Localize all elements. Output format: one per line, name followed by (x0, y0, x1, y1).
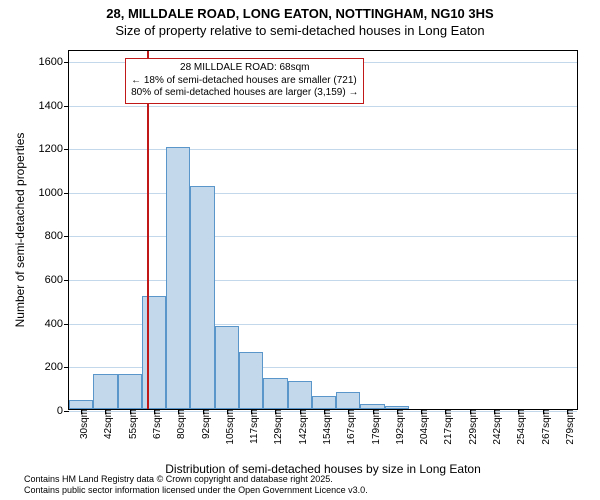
xtick-label: 192sqm (393, 409, 406, 445)
ytick-label: 0 (57, 405, 69, 417)
histogram-bar (215, 326, 239, 409)
xtick-label: 30sqm (77, 409, 90, 439)
annotation-box: 28 MILLDALE ROAD: 68sqm← 18% of semi-det… (125, 58, 364, 104)
annotation-line: 80% of semi-detached houses are larger (… (131, 87, 358, 100)
histogram-bar (288, 381, 312, 409)
xtick-label: 179sqm (369, 409, 382, 445)
xtick-label: 217sqm (441, 409, 454, 445)
xtick-label: 105sqm (223, 409, 236, 445)
xtick-label: 254sqm (514, 409, 527, 445)
footer-line2: Contains public sector information licen… (24, 485, 368, 496)
ytick-label: 1400 (39, 100, 69, 112)
footer-attribution: Contains HM Land Registry data © Crown c… (0, 474, 368, 497)
histogram-bar (190, 186, 214, 409)
gridline (69, 106, 577, 107)
ytick-label: 1600 (39, 56, 69, 68)
ytick-label: 800 (45, 230, 69, 242)
y-axis-label: Number of semi-detached properties (13, 133, 27, 328)
histogram-bar (239, 352, 263, 409)
histogram-bar (93, 374, 117, 409)
xtick-label: 67sqm (150, 409, 163, 439)
xtick-label: 167sqm (344, 409, 357, 445)
gridline (69, 149, 577, 150)
xtick-label: 267sqm (539, 409, 552, 445)
xtick-label: 92sqm (199, 409, 212, 439)
gridline (69, 280, 577, 281)
property-marker-line (147, 51, 149, 409)
gridline (69, 236, 577, 237)
histogram-bar (142, 296, 166, 409)
histogram-bar (166, 147, 190, 409)
plot-area: 0200400600800100012001400160030sqm42sqm5… (68, 50, 578, 410)
footer-line1: Contains HM Land Registry data © Crown c… (24, 474, 368, 485)
ytick-label: 1200 (39, 143, 69, 155)
xtick-label: 279sqm (563, 409, 576, 445)
ytick-label: 400 (45, 318, 69, 330)
xtick-label: 142sqm (296, 409, 309, 445)
xtick-label: 204sqm (417, 409, 430, 445)
xtick-label: 117sqm (247, 409, 260, 444)
xtick-label: 154sqm (320, 409, 333, 445)
ytick-label: 200 (45, 361, 69, 373)
xtick-label: 42sqm (101, 409, 114, 439)
histogram-bar (69, 400, 93, 409)
gridline (69, 193, 577, 194)
histogram-bar (336, 392, 360, 409)
annotation-line: 28 MILLDALE ROAD: 68sqm (131, 62, 358, 75)
annotation-line: ← 18% of semi-detached houses are smalle… (131, 75, 358, 88)
ytick-label: 1000 (39, 187, 69, 199)
histogram-bar (312, 396, 336, 409)
histogram-bar (118, 374, 142, 409)
histogram-bar (263, 378, 287, 409)
xtick-label: 80sqm (174, 409, 187, 439)
xtick-label: 129sqm (271, 409, 284, 445)
xtick-label: 229sqm (466, 409, 479, 445)
xtick-label: 242sqm (490, 409, 503, 445)
chart-container: 28, MILLDALE ROAD, LONG EATON, NOTTINGHA… (0, 0, 600, 500)
title-line1: 28, MILLDALE ROAD, LONG EATON, NOTTINGHA… (106, 6, 493, 21)
chart-title: 28, MILLDALE ROAD, LONG EATON, NOTTINGHA… (0, 0, 600, 40)
title-line2: Size of property relative to semi-detach… (0, 23, 600, 40)
ytick-label: 600 (45, 274, 69, 286)
xtick-label: 55sqm (126, 409, 139, 439)
